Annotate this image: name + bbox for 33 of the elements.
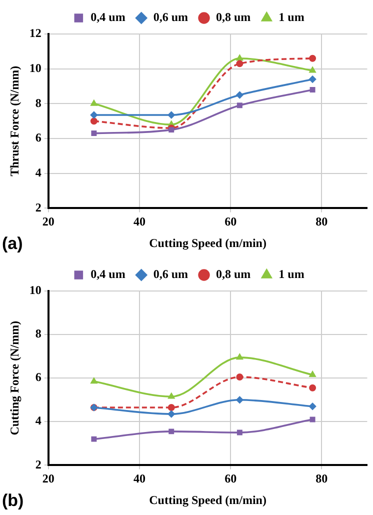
y-tick-label: 10 xyxy=(29,283,42,298)
x-axis-title: Cutting Speed (m/min) xyxy=(149,236,266,250)
y-tick-label: 8 xyxy=(35,96,42,110)
x-tick-label: 20 xyxy=(42,214,54,228)
x-tick-label: 40 xyxy=(133,471,146,486)
y-tick-label: 12 xyxy=(29,26,42,40)
y-axis-title: Thrust Force (N/mm) xyxy=(7,66,22,176)
legend-label: 1 um xyxy=(278,267,304,282)
legend-label: 0,6 um xyxy=(153,267,188,282)
legend-label: 0,6 um xyxy=(153,10,188,24)
x-tick-label: 20 xyxy=(42,471,54,486)
y-tick-label: 6 xyxy=(35,130,42,145)
y-tick-label: 10 xyxy=(29,60,42,75)
y-tick-label: 2 xyxy=(35,457,42,472)
x-tick-label: 80 xyxy=(316,471,328,486)
x-tick-label: 60 xyxy=(224,214,237,228)
legend-label: 0,8 um xyxy=(216,10,251,24)
legend-label: 0,4 um xyxy=(90,267,126,282)
y-tick-label: 4 xyxy=(35,165,42,180)
y-tick-label: 2 xyxy=(35,200,42,214)
legend-label: 0,4 um xyxy=(90,10,126,24)
y-tick-label: 8 xyxy=(35,326,42,341)
x-tick-label: 40 xyxy=(133,214,146,228)
x-axis-title: Cutting Speed (m/min) xyxy=(149,492,266,507)
x-tick-label: 80 xyxy=(316,214,328,228)
x-tick-label: 60 xyxy=(224,471,237,486)
text: (b) xyxy=(2,491,24,510)
y-axis-title: Cutting Force (N/mm) xyxy=(7,320,22,436)
y-tick-label: 6 xyxy=(35,370,42,384)
text: (a) xyxy=(2,234,23,254)
y-tick-label: 4 xyxy=(35,414,42,428)
legend-label: 1 um xyxy=(278,10,304,24)
legend-label: 0,8 um xyxy=(216,267,251,282)
